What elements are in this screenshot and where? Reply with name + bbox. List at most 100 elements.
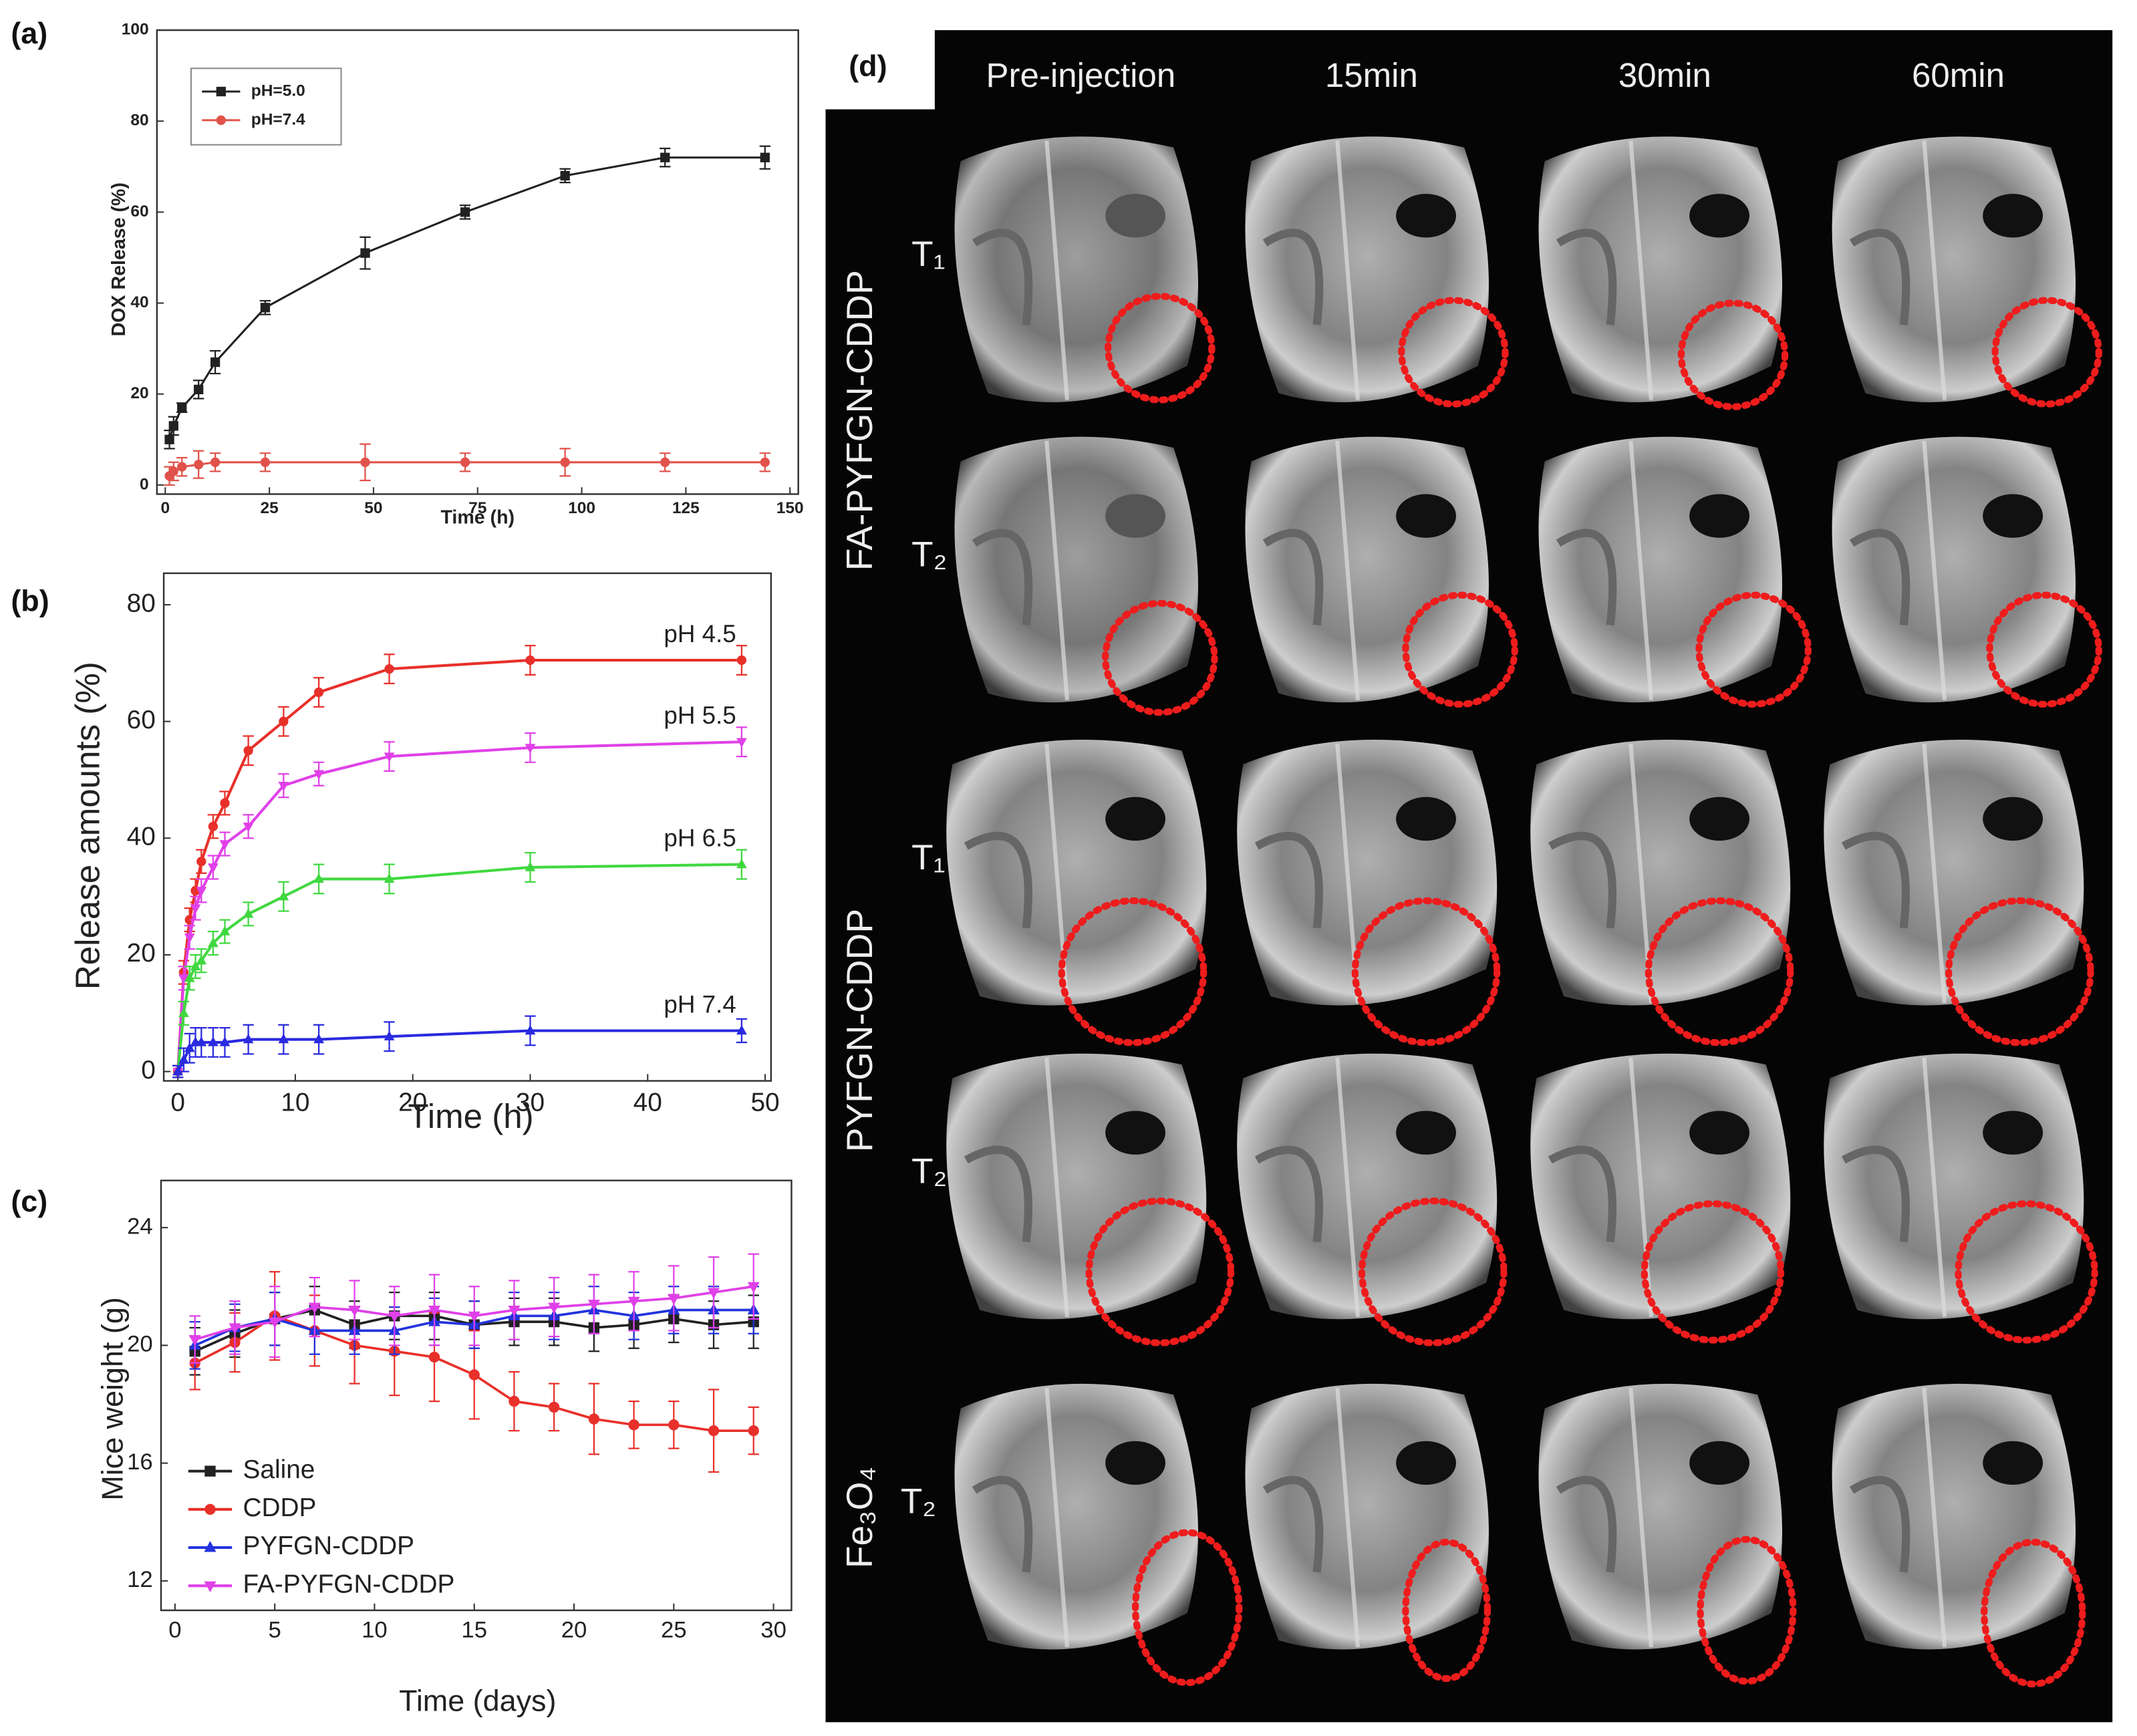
data-point — [509, 1395, 520, 1407]
tumor-marker — [1677, 299, 1789, 410]
mri-body — [1245, 436, 1489, 703]
mri-organ — [1983, 797, 2043, 841]
legend-label: pH=7.4 — [251, 110, 305, 128]
mri-tissue — [1262, 1475, 1324, 1573]
y-tick-label: 16 — [127, 1449, 153, 1475]
data-point — [278, 782, 289, 792]
y-tick-label: 40 — [130, 293, 148, 311]
mri-image — [1237, 740, 1498, 1006]
series-label: pH 4.5 — [664, 620, 736, 647]
mri-tissue — [972, 1475, 1033, 1573]
series-label: pH 5.5 — [664, 702, 736, 729]
data-point — [184, 1042, 195, 1052]
data-point — [736, 655, 747, 666]
data-point — [736, 1024, 747, 1035]
x-tick-label: 50 — [364, 499, 382, 517]
legend-marker — [216, 115, 226, 126]
mri-body — [1530, 740, 1791, 1006]
data-point — [172, 1066, 184, 1076]
mri-spine — [1044, 140, 1070, 400]
y-axis-label: Mice weight (g) — [95, 1297, 129, 1500]
mri-body — [1832, 1383, 2076, 1650]
data-point — [308, 1302, 321, 1314]
group-label: Fe₃O₄ — [839, 1467, 880, 1568]
data-point — [313, 770, 324, 780]
y-tick-label: 100 — [122, 21, 149, 39]
mri-tissue — [1556, 529, 1617, 626]
data-point — [460, 457, 470, 467]
data-point — [708, 1425, 720, 1437]
data-point — [384, 1030, 395, 1040]
data-point — [525, 1024, 536, 1035]
mri-spine — [1044, 1387, 1070, 1648]
data-point — [348, 1305, 361, 1317]
tumor-marker — [1102, 599, 1218, 716]
data-point — [188, 1335, 201, 1346]
data-point — [278, 1034, 289, 1044]
data-point — [219, 925, 231, 935]
x-tick-label: 30 — [760, 1617, 787, 1642]
data-point — [208, 863, 219, 873]
data-point — [177, 462, 187, 472]
x-tick-label: 0 — [170, 1089, 185, 1117]
data-point — [384, 664, 394, 674]
legend-label: FA-PYFGN-CDDP — [243, 1570, 455, 1598]
mri-body — [946, 1053, 1207, 1320]
data-point — [260, 303, 271, 313]
legend-box — [190, 67, 342, 146]
panel-label: (c) — [11, 1184, 47, 1218]
mri-spine — [1628, 1387, 1654, 1648]
x-tick-label: 15 — [461, 1617, 487, 1642]
data-point — [219, 840, 231, 850]
tumor-marker — [1402, 591, 1518, 708]
data-point — [760, 152, 770, 162]
mri-organ — [1396, 1111, 1456, 1155]
mri-image — [1832, 1383, 2076, 1650]
group-label: FA-PYFGN-CDDP — [839, 270, 880, 571]
data-point — [508, 1305, 521, 1317]
panel-label: (a) — [11, 16, 47, 50]
data-point — [178, 1054, 189, 1064]
x-tick-label: 25 — [260, 499, 278, 517]
mri-image — [1530, 1053, 1791, 1320]
legend-marker — [204, 1465, 216, 1477]
data-point — [627, 1296, 640, 1308]
data-point — [548, 1302, 561, 1314]
y-tick-label: 12 — [127, 1567, 153, 1592]
mri-body — [1538, 1383, 1783, 1650]
data-point — [560, 457, 570, 467]
legend-marker — [216, 86, 226, 97]
x-tick-label: 5 — [269, 1617, 281, 1642]
tumor-marker — [1986, 591, 2102, 708]
mri-image — [954, 136, 1199, 402]
column-header: Pre-injection — [986, 56, 1176, 94]
y-tick-label: 40 — [127, 823, 156, 851]
legend-marker — [204, 1503, 216, 1515]
x-tick-label: 25 — [661, 1617, 687, 1642]
x-tick-label: 100 — [568, 499, 595, 517]
mri-image — [1245, 136, 1489, 402]
legend-label: CDDP — [243, 1493, 317, 1522]
mri-image — [946, 740, 1207, 1006]
mri-spine — [1922, 140, 1947, 400]
data-point — [760, 457, 770, 467]
plot-frame — [160, 1179, 793, 1612]
row-label: T₂ — [911, 535, 947, 574]
data-point — [384, 873, 395, 883]
legend-marker — [204, 1541, 217, 1552]
row-label: T₂ — [911, 1151, 947, 1191]
mri-tissue — [1548, 1145, 1616, 1243]
tumor-marker — [1991, 297, 2102, 408]
mri-body — [954, 436, 1199, 703]
mri-image — [1538, 136, 1783, 402]
y-tick-label: 60 — [127, 706, 156, 734]
tumor-marker — [1695, 591, 1812, 708]
data-point — [194, 384, 204, 395]
data-point — [196, 857, 206, 867]
data-point — [313, 1034, 324, 1044]
data-point — [525, 744, 536, 754]
data-point — [164, 434, 174, 444]
mri-body — [954, 136, 1199, 402]
mri-spine — [1335, 1057, 1360, 1318]
mri-organ — [1105, 194, 1165, 238]
